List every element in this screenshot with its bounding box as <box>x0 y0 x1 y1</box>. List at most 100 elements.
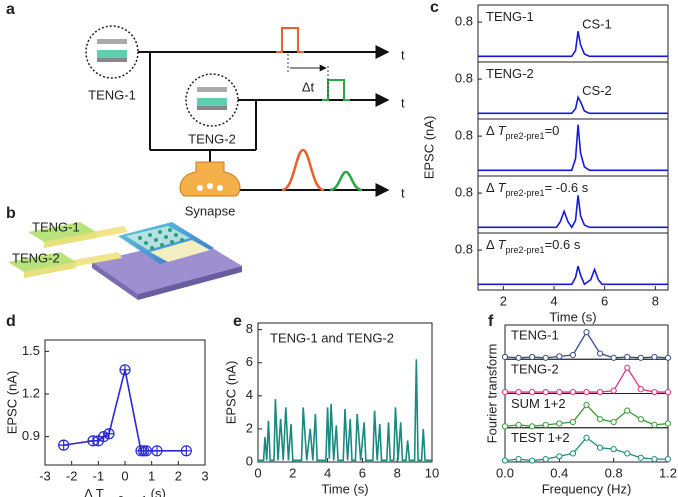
electrode-pad <box>28 222 96 242</box>
epsc-peak <box>329 170 363 192</box>
series-label-part: Δ <box>486 237 498 252</box>
series-label: TENG-2 <box>486 66 534 81</box>
panel-label: e <box>233 313 242 330</box>
pulse <box>322 79 350 101</box>
marker <box>664 388 672 396</box>
panel-label: b <box>6 205 16 222</box>
ion-dots <box>138 228 184 250</box>
layer <box>197 98 227 106</box>
marker <box>529 423 536 430</box>
marker <box>583 401 590 409</box>
marker <box>610 354 617 361</box>
marker <box>651 388 658 396</box>
marker <box>515 354 522 361</box>
marker <box>515 421 522 428</box>
series-label: SUM 1+2 <box>511 396 566 411</box>
series-label-part: T <box>498 237 507 252</box>
series-line <box>478 31 668 58</box>
marker <box>637 386 644 393</box>
x-tick-label: 2 <box>289 465 296 480</box>
marker <box>596 350 604 357</box>
y-tick-label: 0 <box>246 453 253 468</box>
x-tick-label: 4 <box>550 293 557 308</box>
marker <box>569 388 577 396</box>
series-label: Δ Tpre2-pre1= -0.6 s <box>486 180 589 198</box>
panel-label: f <box>488 313 494 330</box>
x-axis-label: Time (s) <box>549 309 596 324</box>
x-tick-label: 8 <box>652 293 659 308</box>
marker <box>103 428 115 440</box>
series-label-part: = -0.6 s <box>545 180 589 195</box>
marker <box>180 445 192 457</box>
marker <box>651 421 658 428</box>
series-label-part: TENG-2 <box>486 66 534 81</box>
electrode-pad-side <box>44 232 96 248</box>
series-label: TEST 1+2 <box>511 430 570 445</box>
peak-annotation: CS-1 <box>582 17 612 32</box>
marker <box>529 353 536 361</box>
marker <box>556 453 563 460</box>
electrode <box>97 39 127 44</box>
x-axis-label-part: pre2-pre1 <box>104 495 148 497</box>
axis-label: t <box>401 47 405 62</box>
marker <box>556 353 563 360</box>
x-tick-label: -2 <box>66 468 78 483</box>
marker <box>583 329 590 336</box>
x-axis-label-part: (s) <box>147 486 166 497</box>
marker <box>651 456 658 463</box>
marker <box>624 353 631 361</box>
marker <box>542 388 549 396</box>
series-label-part: =0.6 s <box>545 237 581 252</box>
x-tick-label: 1 <box>148 468 155 483</box>
pulse <box>276 27 304 53</box>
marker <box>515 456 522 463</box>
node-label: TENG-1 <box>88 87 136 102</box>
series-line <box>478 124 668 172</box>
marker <box>140 445 152 457</box>
series-label-part: =0 <box>545 123 560 138</box>
marker <box>58 439 70 451</box>
marker <box>637 416 644 423</box>
panel-label: a <box>6 1 15 18</box>
electrode-pad-side <box>24 262 76 278</box>
marker <box>664 354 672 361</box>
substrate-side <box>138 266 242 300</box>
marker <box>501 457 509 464</box>
substrate <box>92 238 242 294</box>
node-label: TENG-2 <box>188 131 236 146</box>
series-label-part: T <box>498 180 507 195</box>
series-label-part: TENG-1 <box>486 9 534 24</box>
axis-label: t <box>401 185 405 200</box>
x-tick-label: 4 <box>324 465 331 480</box>
node-label: Synapse <box>185 203 236 218</box>
device-illustration: TENG-1 TENG-2 <box>8 219 242 300</box>
marker <box>664 456 672 463</box>
circuit-diagram: TENG-1 TENG-2 Synapse t t t Δt <box>85 25 405 218</box>
connector <box>62 252 122 268</box>
electrode <box>197 106 227 110</box>
gate <box>126 226 190 250</box>
electrode-pad <box>8 252 76 272</box>
x-tick-label: -1 <box>93 468 105 483</box>
marker <box>556 388 563 396</box>
x-tick-label: 0 <box>254 465 261 480</box>
plot-frame <box>257 322 433 463</box>
y-tick-label: 2 <box>246 420 253 435</box>
electrode <box>97 58 127 62</box>
x-tick-label: 6 <box>359 465 366 480</box>
x-axis-label: Frequency (Hz) <box>542 481 632 496</box>
epsc-peak <box>281 148 325 192</box>
vesicle <box>217 185 223 191</box>
y-tick-label: 0.8 <box>455 128 473 143</box>
marker <box>610 418 617 426</box>
marker <box>596 416 604 423</box>
marker <box>542 456 549 463</box>
device-label: TENG-2 <box>12 250 60 265</box>
x-tick-label: 0.4 <box>550 465 568 480</box>
plot-frame <box>477 232 669 291</box>
series-line <box>478 95 668 115</box>
marker <box>583 388 590 396</box>
marker <box>569 450 577 457</box>
marker <box>542 354 549 361</box>
